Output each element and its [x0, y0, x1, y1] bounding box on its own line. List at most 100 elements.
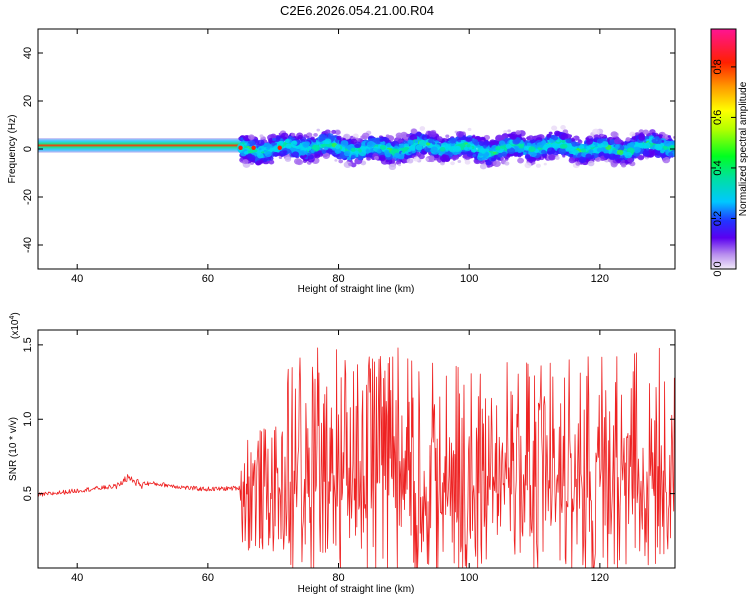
spectral-blob — [450, 138, 456, 143]
snr-x-tick-label: 40 — [71, 572, 83, 584]
spectral-blob — [283, 150, 288, 154]
spectral-blob — [517, 157, 524, 164]
spectral-blob — [667, 135, 671, 138]
spectral-blob — [331, 129, 337, 135]
spectral-blob — [578, 144, 585, 150]
snr-y-multiplier: (x104) — [9, 312, 21, 339]
spectral-blob — [633, 146, 641, 154]
spectral-blob — [242, 159, 249, 165]
spectral-blob — [272, 151, 279, 157]
spectral-blob — [663, 146, 669, 151]
spectral-blob — [588, 149, 594, 154]
spectral-blob — [500, 135, 506, 140]
spectral-blob — [255, 160, 262, 165]
spectral-blob — [518, 144, 524, 149]
colorbar-tick-label: 0.2 — [712, 211, 724, 226]
spectral-blob — [541, 140, 546, 144]
spectral-blob — [336, 135, 342, 140]
spectrogram-x-tick-label: 100 — [460, 273, 478, 285]
spectral-blob — [631, 136, 636, 140]
spectrogram-y-tick-label: 40 — [22, 47, 34, 59]
spectrogram-panel: 40 60 80 100 120 -40 -20 0 20 40 Height of straig… — [7, 28, 676, 295]
spectral-blob — [578, 156, 587, 163]
spectral-blob — [654, 136, 660, 140]
spectral-blob — [526, 142, 531, 146]
spectrogram-y-tick-label: 20 — [22, 95, 34, 107]
spectral-blob — [348, 162, 353, 167]
spectral-blob — [541, 149, 547, 155]
spectral-blob — [444, 145, 451, 151]
spectral-blob — [471, 135, 476, 139]
spectral-blob — [457, 139, 462, 143]
spectral-blob — [551, 143, 557, 148]
spectral-blob — [560, 125, 566, 130]
spectral-blob — [546, 133, 552, 138]
spectral-blob — [386, 143, 392, 148]
spectral-blob — [642, 150, 650, 157]
spectral-blob — [535, 163, 541, 168]
spectral-blob — [278, 156, 283, 159]
spectral-blob — [464, 159, 471, 165]
spectral-blob — [638, 135, 645, 141]
spectral-blob — [428, 131, 437, 138]
spectral-blob — [413, 156, 420, 162]
spectral-blob — [587, 160, 595, 167]
spectral-blob — [464, 146, 469, 151]
spectral-blob — [340, 140, 349, 147]
spectral-blob — [586, 145, 591, 150]
spectral-blob — [334, 144, 341, 150]
spectral-blob — [513, 152, 519, 157]
spectral-blob — [555, 156, 560, 160]
spectral-blob — [643, 140, 647, 143]
colorbar-tick-label: 0.8 — [712, 59, 724, 74]
spectral-blob — [528, 146, 536, 153]
spectral-blob — [616, 158, 622, 163]
spectral-blob — [268, 156, 274, 161]
spectral-blob — [284, 138, 290, 144]
spectral-blob — [527, 135, 534, 141]
spectral-blob — [248, 154, 256, 161]
spectral-blob — [450, 161, 455, 166]
spectral-blob — [596, 138, 603, 144]
spectral-blob — [568, 146, 575, 152]
spectrogram-x-tick-label: 120 — [591, 273, 609, 285]
spectral-blob — [477, 152, 483, 157]
spectral-blob — [594, 156, 602, 162]
spectral-blob — [629, 131, 636, 137]
spectral-blob — [580, 148, 587, 153]
spectral-blob — [334, 159, 338, 162]
snr-ticks: 40 60 80 100 120 0.5 1.0 1.5 — [22, 330, 675, 584]
spectral-blob — [291, 140, 297, 145]
snr-series-line — [38, 347, 675, 568]
spectral-blob — [394, 152, 401, 158]
spectral-blob — [406, 133, 411, 138]
spectral-blob — [343, 150, 351, 157]
spectral-blob — [350, 162, 357, 168]
spectral-blob — [551, 125, 558, 131]
spectral-blob — [450, 143, 454, 147]
spectral-blob — [596, 147, 602, 153]
spectral-blob — [440, 161, 445, 166]
svg-text:(x104): (x104) — [9, 312, 21, 339]
colorbar-tick-label: 0.4 — [712, 160, 724, 175]
spectral-blob — [244, 143, 248, 146]
snr-multiplier-base: (x10 — [10, 319, 21, 339]
spectral-blob — [523, 151, 527, 155]
spectral-blob — [664, 140, 672, 147]
spectral-blob — [576, 154, 581, 158]
spectral-blob — [257, 139, 265, 146]
spectral-blob — [506, 147, 516, 155]
spectral-blob — [422, 150, 426, 154]
spectral-blob — [355, 150, 359, 155]
spectral-blob — [312, 139, 317, 143]
spectral-blob — [415, 131, 422, 137]
spectral-blob — [320, 144, 324, 147]
spectral-blob — [565, 138, 572, 144]
spectrogram-x-tick-label: 60 — [202, 273, 214, 285]
spectral-blob — [310, 149, 315, 153]
spectral-blob — [268, 159, 275, 165]
spectral-blob — [467, 127, 472, 132]
spectral-blob — [495, 135, 503, 142]
colorbar: 0.0 0.2 0.4 0.6 0.8 Normalized spectral ampl… — [710, 28, 749, 277]
